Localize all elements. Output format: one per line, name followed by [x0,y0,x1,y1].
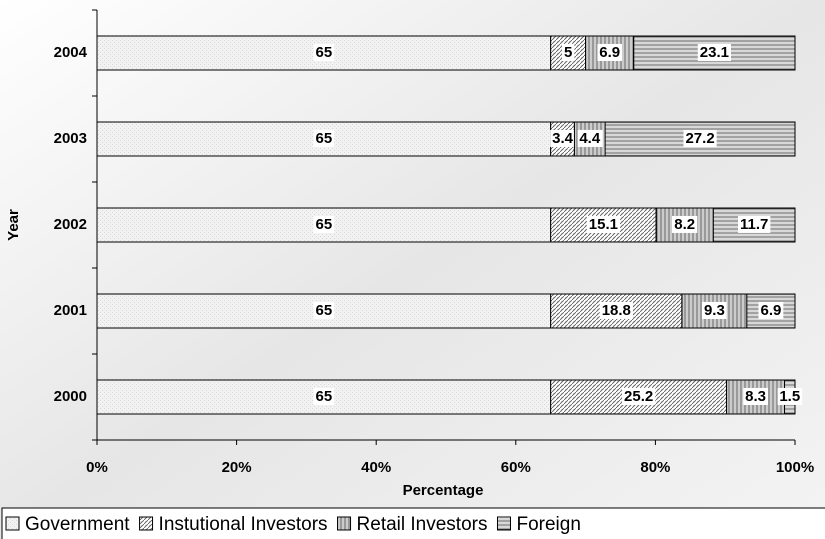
chart: Percentage Year 0% 20% 40% 60% 80% 100% 2004 65… [0,0,825,539]
data-label: 4.4 [579,130,601,147]
x-tick-label: 0% [86,459,108,476]
x-tick-label: 20% [222,459,252,476]
data-label: 65 [316,302,333,319]
x-tick-label: 40% [361,459,391,476]
legend-label: Foreign [516,514,580,535]
data-label: 3.4 [552,130,574,147]
data-label: 27.2 [685,130,714,147]
y-tick-label: 2002 [54,216,87,233]
data-label: 5 [564,44,572,61]
x-tick-label: 80% [640,459,670,476]
data-label: 65 [316,44,333,61]
data-label: 65 [316,388,333,405]
data-label: 15.1 [589,216,618,233]
y-tick-label: 2003 [54,130,87,147]
y-axis-title: Year [5,209,22,241]
legend-label: Retail Investors [357,514,488,535]
background [0,0,825,539]
x-tick-label: 60% [501,459,531,476]
data-label: 65 [316,130,333,147]
legend-label: Government [25,514,130,535]
data-label: 65 [316,216,333,233]
x-axis-title: Percentage [403,482,484,499]
legend-swatch [338,517,351,530]
y-tick-label: 2004 [54,44,88,61]
data-label: 9.3 [704,302,725,319]
data-label: 8.3 [745,388,766,405]
data-label: 8.2 [674,216,695,233]
legend-label: Instutional Investors [159,514,328,535]
data-label: 11.7 [740,216,768,233]
data-label: 6.9 [760,302,781,319]
data-label: 1.5 [779,388,800,405]
x-tick-label: 100% [776,459,814,476]
data-label: 6.9 [599,44,620,61]
legend-swatch [140,517,153,530]
data-label: 25.2 [624,388,653,405]
data-label: 18.8 [602,302,631,319]
y-tick-label: 2000 [54,388,87,405]
y-tick-label: 2001 [54,302,87,319]
legend-swatch [6,517,19,530]
legend-swatch [497,517,510,530]
data-label: 23.1 [700,44,729,61]
